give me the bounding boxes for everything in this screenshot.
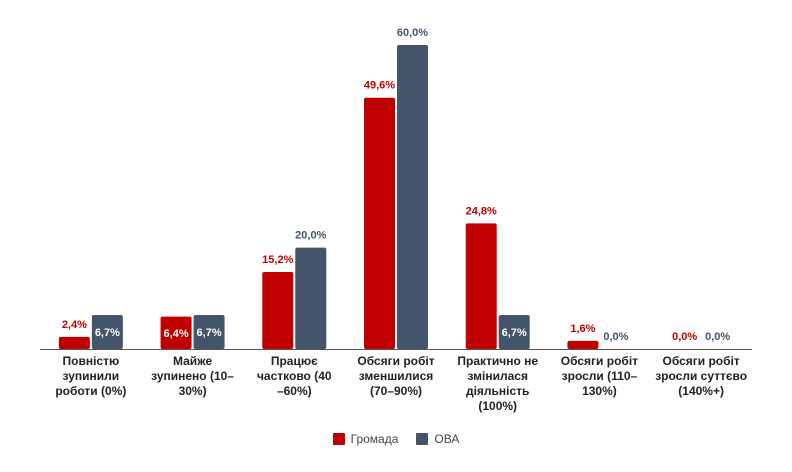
bar-gromada [567, 340, 599, 349]
category-label: Працює частково (40 –60%) [257, 354, 332, 398]
category-label: Практично не змінилася діяльність (100%) [457, 354, 538, 413]
bar-ova [295, 247, 327, 349]
data-label-ova: 6,7% [95, 327, 120, 339]
category-label: Обсяги робіт зросли суттєво (140%+) [655, 354, 747, 398]
legend-label-gromada: Громада [350, 432, 399, 446]
data-label-gromada: 15,2% [262, 254, 293, 266]
bar-gromada [262, 271, 294, 349]
category-label: Майже зупинено (10– 30%) [151, 354, 234, 398]
bar-ova [91, 315, 123, 349]
legend-swatch-gromada [332, 433, 345, 445]
legend: Громада ОВА [0, 432, 792, 446]
bar-ova [193, 315, 225, 349]
bar-ova [498, 315, 530, 349]
data-label-ova: 6,7% [502, 327, 527, 339]
data-label-ova: 60,0% [397, 27, 428, 39]
legend-swatch-ova [416, 433, 429, 445]
data-label-gromada: 6,4% [164, 328, 189, 340]
data-label-ova: 6,7% [197, 327, 222, 339]
data-label-ova: 20,0% [295, 230, 326, 242]
data-label-gromada: 2,4% [62, 319, 87, 331]
legend-item-ova: ОВА [416, 432, 459, 446]
bar-ova [397, 45, 428, 349]
data-label-gromada: 24,8% [466, 205, 497, 217]
bar-gromada [364, 97, 395, 350]
bar-gromada [58, 336, 90, 349]
data-label-ova: 0,0% [705, 331, 730, 343]
category-label: Обсяги робіт зменшилися (70–90%) [357, 354, 434, 398]
bar-gromada [465, 223, 497, 349]
legend-label-ova: ОВА [434, 432, 460, 446]
data-label-gromada: 1,6% [570, 323, 595, 335]
category-label: Повністю зупинили роботи (0%) [55, 354, 126, 398]
data-label-ova: 0,0% [603, 331, 628, 343]
legend-item-gromada: Громада [332, 432, 399, 446]
category-label: Обсяги робіт зросли (110– 130%) [561, 354, 638, 398]
bar-gromada [160, 316, 192, 349]
data-label-gromada: 49,6% [364, 80, 395, 92]
data-label-gromada: 0,0% [672, 331, 697, 343]
